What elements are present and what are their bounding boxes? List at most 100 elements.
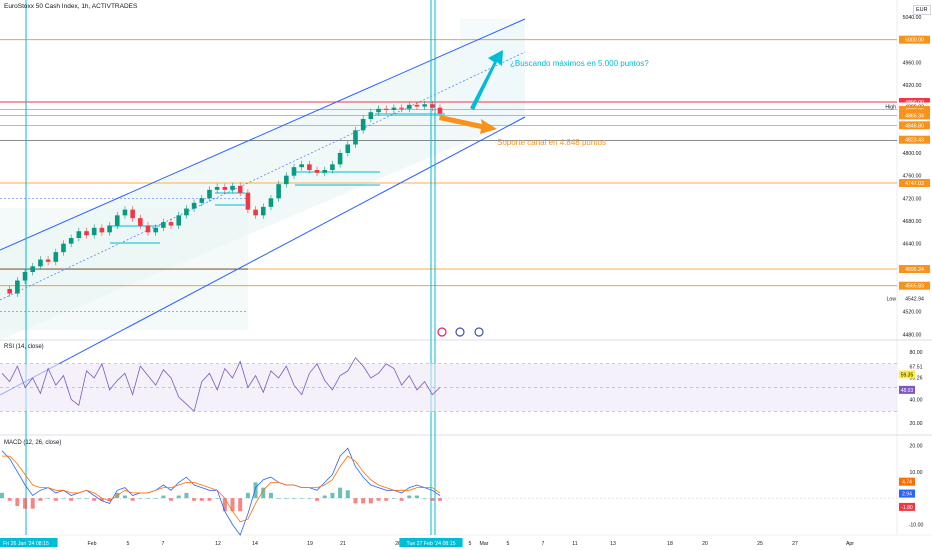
price-axis-tag-label: 4848.80 (905, 123, 924, 129)
arrow-down (439, 115, 497, 134)
candle-body (337, 153, 343, 165)
price-tick-label: 4480.00 (903, 332, 922, 338)
macd-histogram-bar (38, 498, 43, 501)
rsi-axis-tag-label: 48.03 (901, 388, 914, 394)
candle-body (360, 119, 366, 131)
rsi-tick-label: 58.26 (910, 376, 923, 382)
symbol-title: EuroStoxx 50 Cash Index, 1h, ACTIVTRADES (4, 3, 138, 10)
macd-histogram-bar (30, 498, 35, 509)
candle-body (291, 167, 297, 176)
candle-body (345, 144, 351, 153)
time-axis-label: 5 (127, 541, 130, 547)
price-tick-label: 4520.00 (903, 310, 922, 316)
candle-body (99, 227, 105, 233)
price-axis-tag-label: 4542.94 (905, 297, 924, 303)
candle-body (414, 104, 420, 107)
time-axis-label: Mar (480, 541, 489, 547)
time-axis-label: 19 (307, 541, 313, 547)
rsi-axis-tag (899, 370, 915, 379)
macd-histogram-bar (261, 487, 266, 499)
rsi-tick-label: 40.00 (910, 397, 923, 403)
event-icon (455, 327, 465, 337)
candle-body (260, 206, 266, 216)
channel-mid-line (0, 51, 526, 301)
macd-histogram-bar (245, 492, 250, 499)
candle-body (222, 187, 228, 190)
time-axis-label: 11 (572, 541, 577, 547)
price-axis-tag (899, 294, 930, 303)
candle-body (322, 170, 328, 173)
macd-histogram-bar (299, 498, 304, 499)
macd-pane-label[interactable]: MACD (12, 26, close) (4, 440, 62, 446)
price-tick-label: 4960.00 (903, 60, 922, 66)
macd-histogram-bar (307, 498, 312, 499)
arrow-up (470, 50, 503, 110)
macd-histogram-bar (138, 498, 143, 499)
candle-body (253, 209, 258, 216)
time-axis-label: 26 (395, 541, 401, 547)
macd-axis-tag (899, 477, 915, 486)
macd-histogram-bar (361, 498, 366, 504)
candle-body (299, 164, 304, 168)
macd-histogram-bar (192, 498, 197, 501)
candle-body (114, 215, 120, 226)
macd-tick-label: 10.00 (910, 470, 923, 476)
candle-body (191, 202, 197, 209)
rsi-line (1, 357, 441, 413)
rsi-pane-label[interactable]: RSI (14, close) (4, 344, 44, 350)
macd-histogram-bar (146, 498, 150, 499)
candle-body (176, 215, 182, 226)
candle-body (22, 272, 28, 281)
candle-body (368, 112, 374, 119)
macd-histogram-bar (207, 498, 212, 501)
candle-body (376, 108, 381, 113)
time-axis-tag (399, 538, 463, 547)
macd-histogram-bar (268, 492, 273, 499)
macd-histogram-bar (284, 498, 289, 499)
macd-histogram-bar (199, 498, 204, 501)
candle-body (353, 130, 358, 145)
time-axis-label: Apr (846, 541, 854, 547)
macd-histogram-bar (122, 495, 127, 499)
time-axis-label: 25 (757, 541, 763, 547)
time-axis-label: 18 (667, 541, 673, 547)
macd-histogram-bar (253, 482, 258, 499)
candle-body (276, 184, 281, 199)
price-tick-label: 4680.00 (903, 219, 922, 225)
price-tick-label: 5040.00 (903, 15, 922, 21)
candle-body (307, 164, 312, 170)
candle-body (7, 289, 12, 294)
macd-histogram-bar (215, 498, 220, 499)
time-axis-label: 21 (340, 541, 346, 547)
candle-body (399, 107, 404, 109)
macd-histogram-bar (338, 487, 343, 499)
macd-histogram-bar (69, 498, 74, 501)
currency-label[interactable]: EUR (913, 5, 931, 15)
macd-histogram-bar (353, 498, 358, 504)
candle-body (330, 164, 335, 170)
price-tick-label: 4760.00 (903, 174, 922, 180)
time-axis-tag-label: Fri 26 Jan '24 08:15 (3, 541, 49, 547)
candle-body (61, 243, 66, 253)
macd-histogram-bar (0, 492, 4, 499)
macd-histogram-bar (130, 498, 135, 501)
candle-body (284, 175, 289, 185)
macd-histogram-bar (330, 492, 335, 499)
macd-histogram-bar (222, 498, 227, 512)
macd-axis-tag-label: 2.94 (902, 492, 912, 498)
price-tick-label: 4800.00 (903, 151, 922, 157)
macd-axis-tag (899, 489, 915, 498)
price-axis-tag-label: 5000.00 (905, 38, 924, 44)
candle-body (168, 222, 174, 226)
candle-body (230, 185, 235, 190)
candle-body (314, 170, 320, 173)
macd-histogram-bar (391, 498, 396, 499)
price-axis-tag-label: 4866.34 (905, 113, 924, 119)
macd-histogram-bar (107, 498, 112, 501)
macd-histogram-bar (407, 495, 412, 499)
time-axis-label: 7 (162, 541, 165, 547)
macd-histogram-bar (384, 498, 389, 501)
macd-tick-label: 20.00 (910, 444, 923, 450)
channel-upper-line (0, 18, 526, 251)
